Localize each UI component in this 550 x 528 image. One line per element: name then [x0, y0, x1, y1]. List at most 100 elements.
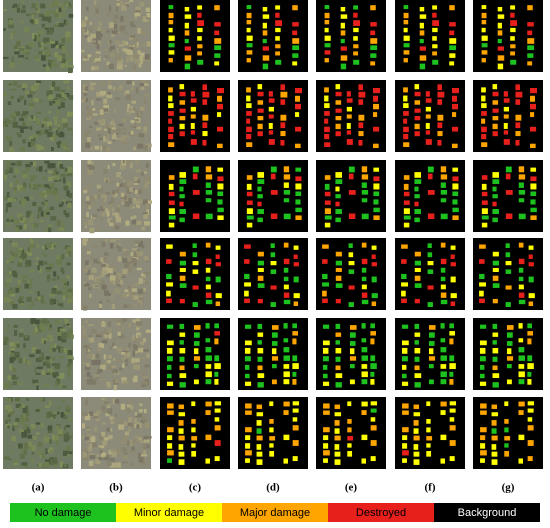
image-texture	[114, 194, 118, 198]
image-texture	[39, 99, 43, 103]
building	[426, 451, 432, 457]
building	[361, 198, 368, 203]
building	[257, 365, 263, 371]
image-texture	[115, 462, 121, 468]
image-texture	[45, 459, 51, 464]
image-texture	[31, 85, 36, 92]
image-texture	[137, 27, 141, 34]
building	[518, 284, 524, 290]
building	[428, 341, 435, 346]
image-texture	[124, 41, 129, 46]
building	[370, 408, 377, 413]
building	[505, 252, 511, 258]
building	[184, 46, 191, 51]
building	[191, 427, 196, 433]
image-texture	[25, 260, 32, 265]
image-texture	[106, 61, 111, 66]
image-texture	[46, 211, 50, 215]
building	[401, 364, 407, 370]
building	[426, 401, 431, 407]
image-texture	[87, 111, 93, 116]
image-texture	[66, 37, 71, 43]
image-texture	[21, 248, 24, 254]
image-texture	[120, 352, 125, 355]
image-texture	[47, 335, 54, 338]
image-texture	[129, 0, 134, 3]
building	[280, 139, 285, 146]
building	[510, 27, 516, 33]
image-texture	[87, 164, 92, 168]
column-label: (b)	[109, 482, 123, 494]
image-texture	[96, 184, 101, 189]
building	[492, 209, 499, 215]
building	[283, 458, 288, 464]
column-label: (f)	[425, 482, 436, 494]
image-texture	[54, 320, 60, 325]
building	[349, 356, 357, 361]
image-texture	[20, 255, 26, 260]
image-texture	[126, 108, 129, 113]
image-texture	[35, 290, 39, 294]
building	[217, 199, 223, 205]
image-texture	[16, 8, 21, 13]
building	[257, 260, 264, 266]
image-texture	[10, 353, 16, 357]
building	[295, 183, 302, 190]
image-texture	[131, 219, 137, 225]
building	[440, 410, 446, 415]
image-texture	[102, 435, 105, 439]
building	[403, 95, 408, 102]
image-texture	[81, 423, 86, 429]
building	[427, 173, 433, 180]
image-texture	[143, 177, 149, 181]
image-texture	[6, 260, 10, 264]
building	[179, 365, 185, 371]
image-texture	[30, 247, 33, 252]
building	[348, 269, 355, 274]
image-texture	[140, 85, 145, 90]
image-texture	[10, 347, 15, 351]
building	[450, 293, 457, 299]
building	[167, 410, 174, 415]
image-texture	[106, 94, 113, 99]
building	[413, 435, 420, 441]
building	[481, 58, 486, 63]
building	[168, 111, 174, 116]
building	[414, 373, 422, 379]
image-texture	[24, 27, 30, 33]
building	[527, 417, 533, 422]
building	[340, 22, 345, 29]
image-texture	[48, 170, 53, 174]
image-texture	[66, 332, 70, 339]
image-texture	[108, 449, 113, 453]
image-texture	[21, 20, 24, 24]
image-texture	[35, 8, 38, 11]
image-texture	[40, 3, 46, 9]
image-texture	[30, 423, 36, 428]
image-texture	[25, 163, 32, 168]
building	[510, 44, 516, 49]
image-texture	[42, 361, 47, 366]
image-texture	[13, 81, 18, 86]
image-texture	[55, 0, 58, 6]
legend-swatch	[10, 503, 116, 522]
building	[205, 242, 211, 248]
image-texture	[60, 53, 66, 60]
image-texture	[16, 41, 21, 47]
image-texture	[42, 190, 47, 194]
image-texture	[7, 167, 14, 174]
image-texture	[85, 428, 92, 431]
image-texture	[28, 291, 33, 294]
image-texture	[41, 370, 46, 375]
image-texture	[60, 89, 66, 94]
image-texture	[28, 305, 32, 310]
damage-map	[316, 0, 386, 72]
image-texture	[101, 284, 107, 290]
image-texture	[123, 380, 129, 385]
building	[179, 260, 186, 266]
building	[168, 12, 174, 19]
building	[361, 299, 369, 305]
building	[497, 6, 503, 12]
image-texture	[19, 296, 24, 300]
image-texture	[53, 463, 58, 467]
